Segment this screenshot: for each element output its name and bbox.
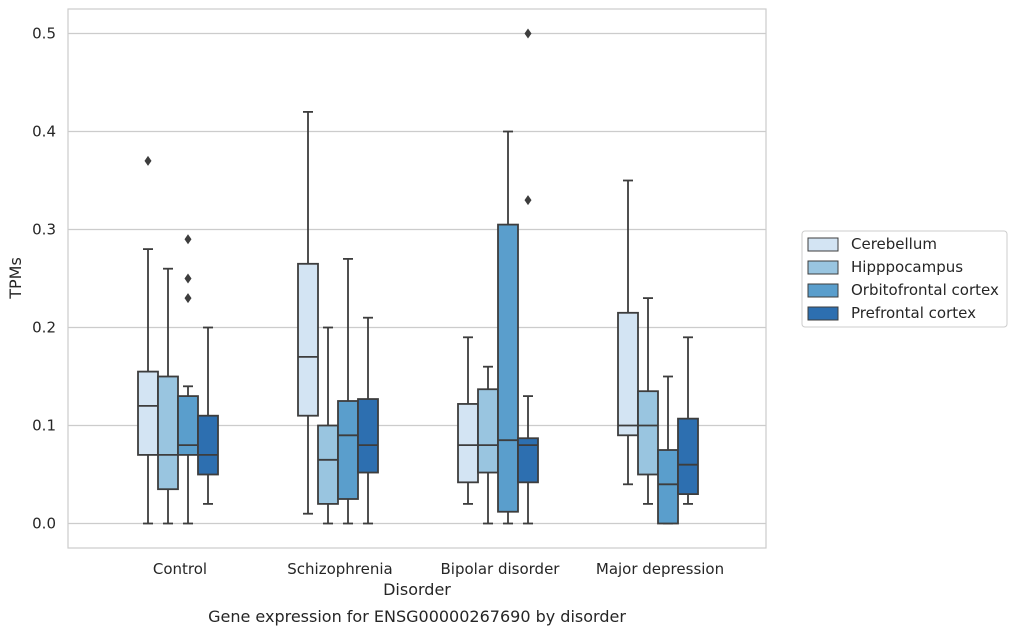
box-cerebellum	[617, 179, 639, 486]
box-iqr	[497, 223, 519, 513]
box-iqr	[457, 403, 479, 484]
x-tick-label: Control	[153, 560, 207, 578]
box-cerebellum	[457, 336, 479, 505]
y-tick-label: 0.4	[32, 123, 56, 141]
box-iqr	[157, 375, 179, 491]
y-axis-label: TPMs	[6, 257, 25, 300]
legend-label: Hipppocampus	[851, 258, 963, 276]
legend-swatch	[807, 237, 839, 252]
box-iqr	[657, 449, 679, 525]
x-axis-ticks: Control Schizophrenia Bipolar disorder Majo…	[153, 560, 724, 578]
box-cerebellum	[297, 111, 319, 515]
box-layer	[137, 28, 699, 525]
box-prefrontal-cortex	[357, 316, 379, 525]
outlier-point	[144, 155, 152, 166]
box-orbitofrontal-cortex	[497, 130, 519, 525]
legend-frame	[801, 230, 1008, 328]
plot-frame	[67, 8, 767, 549]
legend-label: Prefrontal cortex	[851, 304, 976, 322]
box-iqr	[617, 311, 639, 437]
outlier-point	[184, 293, 192, 304]
box-prefrontal-cortex	[197, 326, 219, 505]
legend-swatch	[807, 283, 839, 298]
y-tick-label: 0.5	[32, 25, 56, 43]
y-axis-ticks: 0.0 0.1 0.2 0.3 0.4 0.5	[32, 25, 56, 533]
x-axis-label: Disorder	[383, 580, 451, 599]
legend-label: Orbitofrontal cortex	[851, 281, 999, 299]
box-iqr	[337, 400, 359, 500]
box-iqr	[357, 398, 379, 474]
box-iqr	[637, 390, 659, 476]
box-iqr	[477, 388, 499, 474]
box-iqr	[137, 370, 159, 456]
x-tick-label: Major depression	[596, 560, 724, 578]
x-tick-label: Schizophrenia	[287, 560, 392, 578]
box-hipppocampus	[477, 365, 499, 525]
box-orbitofrontal-cortex	[177, 234, 199, 525]
box-iqr	[517, 437, 539, 484]
box-prefrontal-cortex	[517, 28, 539, 525]
box-iqr	[317, 424, 339, 505]
box-orbitofrontal-cortex	[337, 257, 359, 525]
chart-title: Gene expression for ENSG00000267690 by d…	[208, 607, 626, 626]
box-hipppocampus	[317, 326, 339, 525]
legend: Cerebellum Hipppocampus Orbitofrontal cort…	[801, 230, 1008, 328]
outlier-point	[524, 28, 532, 39]
outlier-point	[184, 234, 192, 245]
legend-label: Cerebellum	[851, 235, 937, 253]
box-orbitofrontal-cortex	[657, 375, 679, 525]
box-cerebellum	[137, 155, 159, 525]
box-hipppocampus	[157, 267, 179, 525]
box-prefrontal-cortex	[677, 336, 699, 505]
outlier-point	[524, 195, 532, 206]
legend-swatch	[807, 306, 839, 321]
legend-swatch	[807, 260, 839, 275]
box-iqr	[677, 417, 699, 496]
box-iqr	[297, 262, 319, 417]
y-tick-label: 0.1	[32, 417, 56, 435]
box-hipppocampus	[637, 297, 659, 505]
legend-items: Cerebellum Hipppocampus Orbitofrontal cort…	[807, 235, 999, 322]
y-tick-label: 0.2	[32, 319, 56, 337]
box-iqr	[197, 414, 219, 476]
y-tick-label: 0.3	[32, 221, 56, 239]
outlier-point	[184, 273, 192, 284]
box-iqr	[177, 395, 199, 456]
y-tick-label: 0.0	[32, 515, 56, 533]
x-tick-label: Bipolar disorder	[441, 560, 561, 578]
